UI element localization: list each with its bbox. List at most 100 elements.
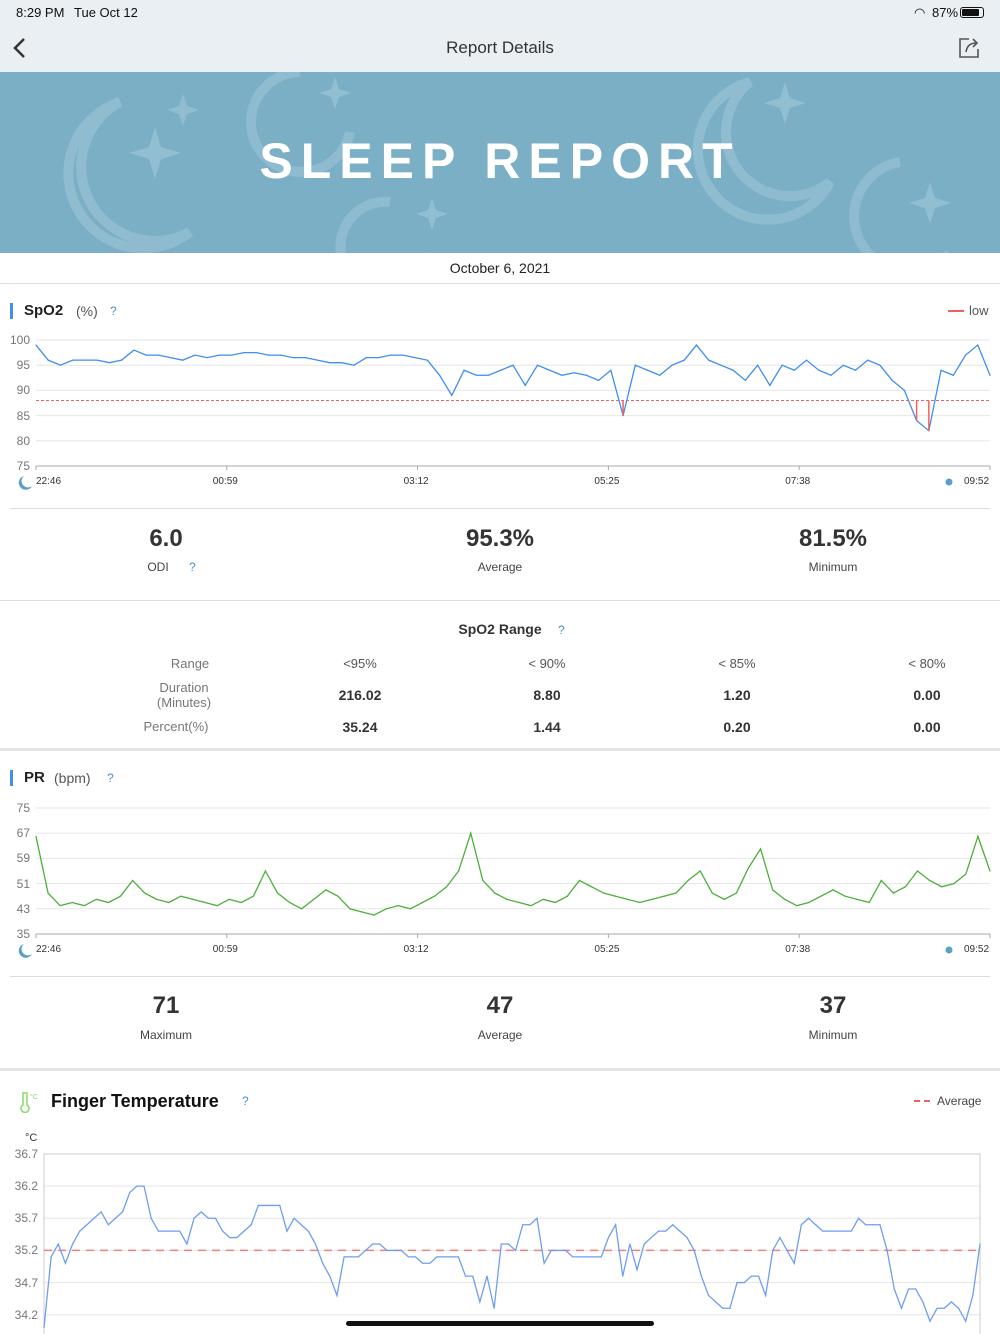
data-point (600, 1256, 602, 1258)
temperature-title: Finger Temperature (51, 1091, 219, 1111)
data-point (907, 1288, 910, 1290)
data-point (750, 1275, 752, 1277)
status-date: Tue Oct 12 (74, 5, 138, 20)
data-point (433, 895, 436, 897)
data-point (458, 870, 460, 872)
data-point (71, 901, 73, 904)
data-point (929, 879, 931, 882)
data-point (711, 892, 713, 894)
data-point (843, 1230, 845, 1232)
spo2-range-help-icon[interactable]: ? (558, 623, 565, 637)
data-point (636, 1269, 638, 1271)
moon-icon (18, 944, 32, 958)
data-point (818, 369, 820, 371)
y-tick-label: 35.2 (14, 1243, 38, 1258)
data-point (436, 1256, 438, 1258)
data-point (325, 889, 327, 891)
data-point (500, 1243, 502, 1245)
banner-title: SLEEP REPORT (259, 133, 741, 189)
data-point (880, 879, 882, 882)
x-tick-label: 00:59 (212, 944, 238, 955)
data-point (207, 1217, 209, 1219)
data-point (832, 889, 834, 891)
data-point (867, 359, 869, 361)
data-point (464, 1275, 467, 1277)
data-point (657, 1230, 660, 1232)
temperature-unit: °C (25, 1132, 38, 1144)
data-point (675, 892, 677, 894)
data-point (557, 1249, 560, 1252)
data-point (445, 886, 448, 888)
data-point (659, 374, 661, 376)
data-point (343, 1256, 345, 1258)
data-point (182, 359, 184, 361)
data-point (820, 895, 822, 897)
spo2-help-icon[interactable]: ? (110, 304, 117, 318)
data-point (500, 369, 502, 371)
data-point (236, 1236, 238, 1239)
data-point (915, 1288, 917, 1290)
data-point (850, 1230, 852, 1232)
data-point (815, 1224, 817, 1226)
data-point (722, 1307, 724, 1309)
data-point (132, 879, 134, 882)
data-point (872, 1224, 874, 1226)
range-cell: 35.24 (342, 719, 378, 735)
data-point (119, 895, 122, 897)
data-point (280, 354, 282, 356)
svg-text:°C: °C (30, 1093, 38, 1101)
data-point (79, 1230, 81, 1232)
data-point (886, 1249, 888, 1252)
x-tick-label: 03:12 (403, 944, 429, 955)
series-line (35, 343, 991, 432)
data-point (747, 867, 750, 869)
data-point (695, 344, 698, 346)
data-point (373, 914, 375, 916)
data-point (243, 1230, 245, 1232)
data-point (736, 1281, 738, 1284)
data-point (482, 879, 484, 882)
data-point (83, 905, 85, 907)
data-point (129, 1191, 131, 1194)
x-tick-label: 03:12 (403, 476, 429, 487)
data-point (218, 354, 221, 356)
data-point (301, 908, 303, 910)
data-point (144, 892, 146, 894)
data-point (518, 901, 520, 904)
data-point (615, 1224, 617, 1226)
chevron-left-icon[interactable] (10, 36, 30, 60)
data-point (679, 1230, 681, 1232)
data-point (252, 895, 254, 897)
data-point (193, 1217, 195, 1219)
temperature-help-icon[interactable]: ? (242, 1094, 249, 1108)
data-point (267, 354, 269, 356)
low-legend-label: low (969, 303, 989, 318)
data-point (807, 1217, 810, 1219)
data-point (578, 879, 581, 882)
data-point (322, 1262, 324, 1264)
data-point (59, 905, 61, 907)
series-line (35, 830, 991, 916)
data-point (865, 1224, 867, 1226)
data-point (385, 908, 387, 910)
sun-icon (945, 478, 953, 486)
data-point (757, 364, 759, 366)
data-point (336, 1294, 338, 1297)
data-point (264, 870, 267, 872)
share-icon[interactable] (957, 36, 983, 60)
data-point (952, 374, 954, 376)
data-point (665, 1230, 667, 1232)
data-point (989, 374, 991, 376)
odi-help-icon[interactable]: ? (189, 560, 196, 574)
y-tick-label: 35 (16, 927, 30, 941)
y-tick-label: 80 (16, 433, 30, 448)
pr-help-icon[interactable]: ? (107, 771, 114, 785)
data-point (192, 898, 194, 900)
odi-label: ODI (147, 560, 169, 574)
y-tick-label: 95 (16, 358, 30, 373)
data-point (156, 898, 158, 900)
data-point (121, 359, 123, 361)
data-point (470, 832, 472, 834)
data-point (593, 1256, 595, 1258)
data-point (86, 1224, 88, 1226)
